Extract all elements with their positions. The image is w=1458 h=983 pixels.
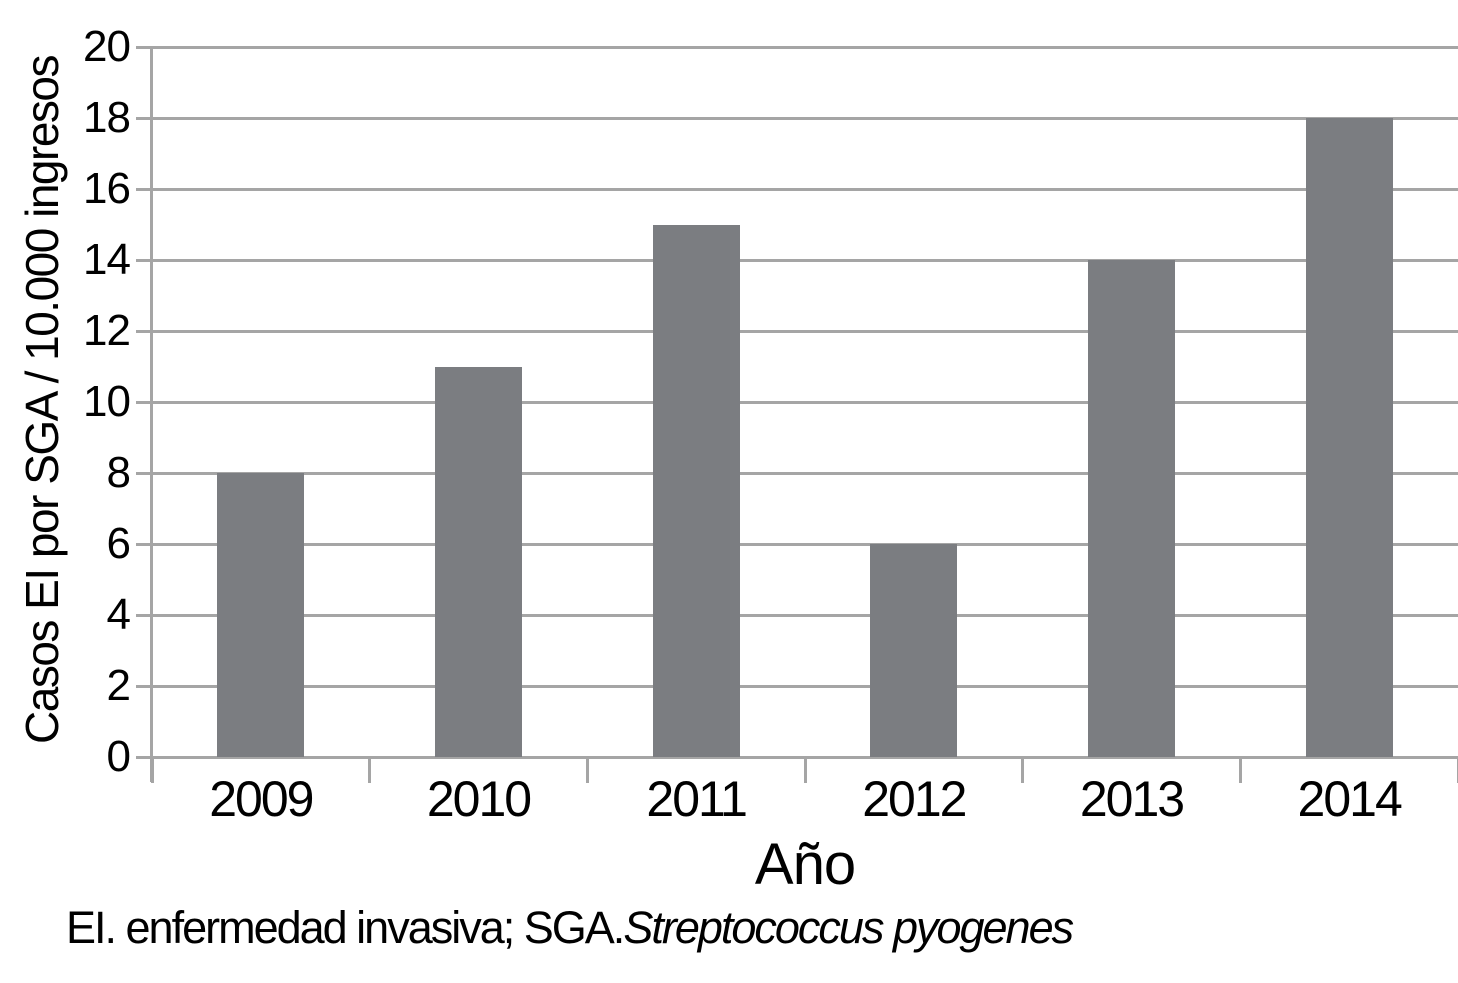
footnote-abbreviations: EI. enfermedad invasiva; SGA. xyxy=(66,902,625,953)
bar-2011 xyxy=(652,224,740,757)
gridline xyxy=(152,187,1458,191)
x-axis-tick xyxy=(1456,757,1458,783)
x-tick-label: 2012 xyxy=(862,771,967,827)
y-tick-label: 10 xyxy=(83,377,131,426)
x-tick-label: 2013 xyxy=(1079,771,1185,827)
x-axis-tick xyxy=(585,757,589,783)
y-axis-tick xyxy=(136,613,152,617)
x-tick-label: 2011 xyxy=(646,771,748,827)
gridline xyxy=(152,542,1458,546)
bar-2009 xyxy=(217,473,305,757)
y-tick-label: 18 xyxy=(83,93,131,142)
gridline xyxy=(152,684,1458,688)
bar-2012 xyxy=(870,544,958,757)
y-axis-tick xyxy=(136,471,152,475)
y-tick-label: 0 xyxy=(106,732,131,781)
gridline xyxy=(152,400,1458,404)
x-axis-title: Año xyxy=(754,832,856,897)
y-tick-label: 16 xyxy=(83,164,131,213)
y-axis-tick xyxy=(136,542,152,546)
bar-2014 xyxy=(1305,118,1393,757)
y-axis-tick xyxy=(136,116,152,120)
y-tick-label: 6 xyxy=(106,519,131,568)
gridline xyxy=(152,116,1458,120)
y-tick-label: 20 xyxy=(83,22,131,71)
y-tick-label: 14 xyxy=(83,235,131,284)
y-axis-tick xyxy=(136,187,152,191)
x-axis-tick xyxy=(803,757,807,783)
y-axis-tick xyxy=(136,400,152,404)
gridline xyxy=(152,45,1458,49)
y-tick-label: 8 xyxy=(106,448,131,497)
x-tick-label: 2010 xyxy=(426,771,532,827)
gridline xyxy=(152,471,1458,475)
y-axis-tick xyxy=(136,258,152,262)
y-tick-label: 12 xyxy=(83,306,131,355)
gridline xyxy=(152,613,1458,617)
x-axis-tick xyxy=(1021,757,1025,783)
y-axis-tick xyxy=(136,329,152,333)
x-axis-tick xyxy=(368,757,372,783)
y-axis-tick xyxy=(136,684,152,688)
gridline xyxy=(152,329,1458,333)
bar-2013 xyxy=(1087,260,1176,757)
bar-2010 xyxy=(434,366,523,757)
y-axis-line xyxy=(150,47,153,782)
chart-footnote: EI. enfermedad invasiva; SGA.Streptococc… xyxy=(66,902,1074,954)
x-tick-label: 2014 xyxy=(1297,771,1403,827)
y-axis-tick xyxy=(136,755,152,759)
x-tick-label: 2009 xyxy=(209,771,314,827)
gridline xyxy=(152,258,1458,262)
plot-area xyxy=(136,45,1458,783)
x-axis-tick xyxy=(150,757,154,783)
x-axis-tick xyxy=(1238,757,1242,783)
y-tick-label: 4 xyxy=(106,590,131,639)
footnote-species-name: Streptococcus pyogenes xyxy=(623,902,1074,953)
y-tick-label: 2 xyxy=(106,661,131,710)
y-axis-tick xyxy=(136,45,152,49)
